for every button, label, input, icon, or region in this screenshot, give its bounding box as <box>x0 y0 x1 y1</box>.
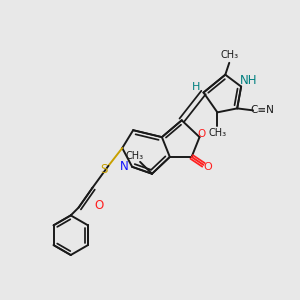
Text: S: S <box>101 163 108 176</box>
Text: CH₃: CH₃ <box>125 151 143 161</box>
Text: CH₃: CH₃ <box>208 128 226 138</box>
Text: N: N <box>120 160 129 173</box>
Text: C≡N: C≡N <box>250 105 274 116</box>
Text: CH₃: CH₃ <box>220 50 238 60</box>
Text: O: O <box>203 162 212 172</box>
Text: O: O <box>197 129 206 139</box>
Text: O: O <box>95 199 104 212</box>
Text: H: H <box>191 82 200 92</box>
Text: NH: NH <box>240 74 258 87</box>
